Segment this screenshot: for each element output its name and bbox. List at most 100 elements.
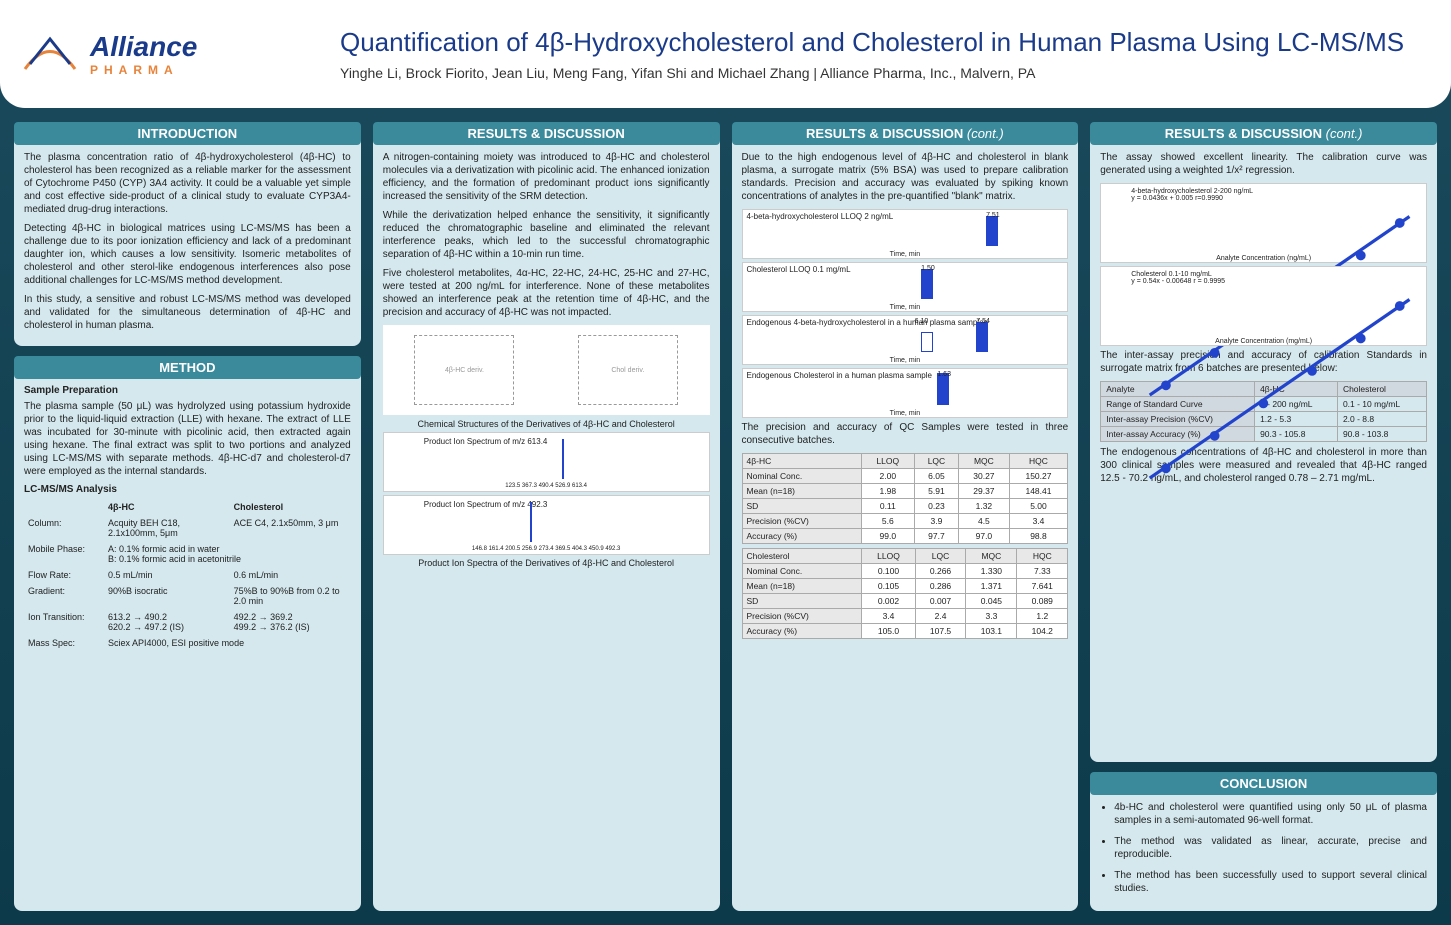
param-ion-label: Ion Transition:: [24, 609, 104, 635]
intro-header: INTRODUCTION: [14, 122, 361, 145]
conclusion-list: 4b-HC and cholesterol were quantified us…: [1100, 801, 1427, 895]
poster-container: Alliance PHARMA Quantification of 4β-Hyd…: [0, 0, 1451, 925]
param-ion-b: 492.2 → 369.2 499.2 → 376.2 (IS): [230, 609, 351, 635]
chrom1-peak: [986, 216, 998, 246]
chrom-4: Endogenous Cholesterol in a human plasma…: [742, 368, 1069, 418]
content-grid: INTRODUCTION The plasma concentration ra…: [0, 108, 1451, 925]
chrom2-rt: 1.50: [921, 265, 935, 272]
results-1-section: RESULTS & DISCUSSION A nitrogen-containi…: [373, 122, 720, 911]
spec2-peak-main: [530, 502, 532, 542]
scatter-2: Cholesterol 0.1-10 mg/mL y = 0.54x - 0.0…: [1100, 266, 1427, 346]
res2-cont: (cont.): [967, 126, 1004, 141]
chrom-3: Endogenous 4-beta-hydroxycholesterol in …: [742, 315, 1069, 365]
spec1-label: Product Ion Spectrum of m/z 613.4: [424, 437, 548, 446]
lcms-head: LC-MS/MS Analysis: [24, 484, 351, 495]
conclusion-header: CONCLUSION: [1090, 772, 1437, 795]
param-column-b: ACE C4, 2.1x50mm, 3 μm: [230, 515, 351, 541]
chrom1-label: 4-beta-hydroxycholesterol LLOQ 2 ng/mL: [747, 212, 894, 221]
results-3-section: RESULTS & DISCUSSION (cont.) The assay s…: [1090, 122, 1437, 762]
spec1-peak-main: [562, 439, 564, 479]
chrom4-axis: Time, min: [743, 410, 1068, 417]
param-column-label: Column:: [24, 515, 104, 541]
chrom2-axis: Time, min: [743, 304, 1068, 311]
qc-table-chol: CholesterolLLOQLQCMQCHQCNominal Conc.0.1…: [742, 548, 1069, 639]
spec2-peaks: 146.8 161.4 200.5 256.9 273.4 369.5 404.…: [384, 546, 709, 552]
chrom4-label: Endogenous Cholesterol in a human plasma…: [747, 371, 932, 380]
chrom-1: 4-beta-hydroxycholesterol LLOQ 2 ng/mL 7…: [742, 209, 1069, 259]
res2-head-text: RESULTS & DISCUSSION: [806, 126, 963, 141]
chrom3-peak2: [976, 322, 988, 352]
struct-4bhc: 4β-HC deriv.: [414, 335, 514, 405]
qc-table-4bhc: 4β-HCLLOQLQCMQCHQCNominal Conc.2.006.053…: [742, 453, 1069, 544]
poster-title: Quantification of 4β-Hydroxycholesterol …: [340, 27, 1431, 58]
chrom-2: Cholesterol LLOQ 0.1 mg/mL 1.50 Time, mi…: [742, 262, 1069, 312]
qc-caption: The precision and accuracy of QC Samples…: [742, 421, 1069, 447]
sample-prep-head: Sample Preparation: [24, 385, 351, 396]
conclusion-item: The method was validated as linear, accu…: [1114, 835, 1427, 861]
spectrum-2: Product Ion Spectrum of m/z 492.3 146.8 …: [383, 495, 710, 555]
logo-icon: [20, 29, 80, 79]
res3-head-text: RESULTS & DISCUSSION: [1165, 126, 1322, 141]
chrom3-axis: Time, min: [743, 357, 1068, 364]
intro-p3: In this study, a sensitive and robust LC…: [24, 293, 351, 332]
chrom4-rt: 1.63: [937, 371, 951, 378]
res3-cont: (cont.): [1326, 126, 1363, 141]
results-2-section: RESULTS & DISCUSSION (cont.) Due to the …: [732, 122, 1079, 911]
sc1-xaxis: Analyte Concentration (ng/mL): [1101, 255, 1426, 262]
chrom2-peak: [921, 269, 933, 299]
param-grad-label: Gradient:: [24, 583, 104, 609]
method-header: METHOD: [14, 356, 361, 379]
res1-p3: Five cholesterol metabolites, 4α-HC, 22-…: [383, 267, 710, 319]
res1-p1: A nitrogen-containing moiety was introdu…: [383, 151, 710, 203]
column-4: RESULTS & DISCUSSION (cont.) The assay s…: [1090, 122, 1437, 911]
conclusion-section: CONCLUSION 4b-HC and cholesterol were qu…: [1090, 772, 1437, 911]
logo-text-2: PHARMA: [90, 63, 197, 77]
param-grad-a: 90%B isocratic: [104, 583, 230, 609]
chrom2-label: Cholesterol LLOQ 0.1 mg/mL: [747, 265, 851, 274]
param-ion-a: 613.2 → 490.2 620.2 → 497.2 (IS): [104, 609, 230, 635]
chrom1-axis: Time, min: [743, 251, 1068, 258]
res3-p1: The assay showed excellent linearity. Th…: [1100, 151, 1427, 177]
column-3: RESULTS & DISCUSSION (cont.) Due to the …: [732, 122, 1079, 911]
logo-text-1: Alliance: [90, 31, 197, 63]
sample-prep-text: The plasma sample (50 μL) was hydrolyzed…: [24, 400, 351, 478]
results-3-header: RESULTS & DISCUSSION (cont.): [1090, 122, 1437, 145]
spec1-peaks: 123.5 367.3 490.4 526.9 613.4: [384, 483, 709, 489]
spectrum-1: Product Ion Spectrum of m/z 613.4 123.5 …: [383, 432, 710, 492]
struct-caption: Chemical Structures of the Derivatives o…: [383, 419, 710, 429]
param-mobile-val: A: 0.1% formic acid in water B: 0.1% for…: [104, 541, 351, 567]
param-col-a: 4β-HC: [104, 499, 230, 515]
chrom1-rt: 7.51: [986, 212, 1000, 219]
title-block: Quantification of 4β-Hydroxycholesterol …: [300, 27, 1431, 80]
struct-chol: Chol deriv.: [578, 335, 678, 405]
spec2-label: Product Ion Spectrum of m/z 492.3: [424, 500, 548, 509]
param-flow-a: 0.5 mL/min: [104, 567, 230, 583]
param-column-a: Acquity BEH C18, 2.1x100mm, 5μm: [104, 515, 230, 541]
introduction-section: INTRODUCTION The plasma concentration ra…: [14, 122, 361, 346]
param-grad-b: 75%B to 90%B from 0.2 to 2.0 min: [230, 583, 351, 609]
poster-authors: Yinghe Li, Brock Fiorito, Jean Liu, Meng…: [340, 65, 1431, 81]
param-ms-val: Sciex API4000, ESI positive mode: [104, 635, 351, 651]
res1-p2: While the derivatization helped enhance …: [383, 209, 710, 261]
param-ms-label: Mass Spec:: [24, 635, 104, 651]
param-mobile-label: Mobile Phase:: [24, 541, 104, 567]
method-section: METHOD Sample Preparation The plasma sam…: [14, 356, 361, 911]
poster-header: Alliance PHARMA Quantification of 4β-Hyd…: [0, 0, 1451, 108]
conclusion-item: 4b-HC and cholesterol were quantified us…: [1114, 801, 1427, 827]
spec-caption: Product Ion Spectra of the Derivatives o…: [383, 558, 710, 568]
results-2-header: RESULTS & DISCUSSION (cont.): [732, 122, 1079, 145]
column-1: INTRODUCTION The plasma concentration ra…: [14, 122, 361, 911]
param-col-b: Cholesterol: [230, 499, 351, 515]
scatter-1: 4-beta-hydroxycholesterol 2-200 ng/mL y …: [1100, 183, 1427, 263]
param-flow-b: 0.6 mL/min: [230, 567, 351, 583]
intro-p1: The plasma concentration ratio of 4β-hyd…: [24, 151, 351, 216]
chrom3-peak1: [921, 332, 933, 352]
lcms-params-table: 4β-HCCholesterol Column:Acquity BEH C18,…: [24, 499, 351, 651]
res2-p1: Due to the high endogenous level of 4β-H…: [742, 151, 1069, 203]
conclusion-item: The method has been successfully used to…: [1114, 869, 1427, 895]
sc2-xaxis: Analyte Concentration (mg/mL): [1101, 338, 1426, 345]
results-1-header: RESULTS & DISCUSSION: [373, 122, 720, 145]
param-flow-label: Flow Rate:: [24, 567, 104, 583]
intro-p2: Detecting 4β-HC in biological matrices u…: [24, 222, 351, 287]
column-2: RESULTS & DISCUSSION A nitrogen-containi…: [373, 122, 720, 911]
